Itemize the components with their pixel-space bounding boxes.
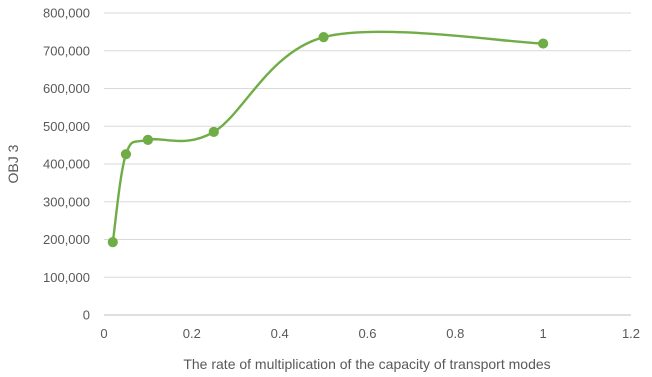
gridlines — [104, 12, 631, 316]
data-point — [107, 237, 118, 248]
data-point — [120, 149, 132, 160]
x-tick-label: 0.2 — [183, 326, 201, 341]
series-group — [107, 30, 549, 248]
y-tick-label: 800,000 — [43, 6, 90, 21]
y-tick-label: 600,000 — [43, 81, 90, 96]
series-line — [111, 30, 545, 244]
y-tick-label: 700,000 — [43, 43, 90, 58]
x-tick-label: 0 — [100, 326, 107, 341]
y-tick-label: 0 — [83, 308, 90, 323]
x-tick-label: 0.6 — [358, 326, 376, 341]
x-tick-label: 1.2 — [622, 326, 640, 341]
y-tick-label: 500,000 — [43, 119, 90, 134]
data-point — [208, 126, 219, 138]
x-tick-label: 0.4 — [271, 326, 289, 341]
y-tick-label: 200,000 — [43, 232, 90, 247]
y-tick-label: 300,000 — [43, 194, 90, 209]
x-tick-label: 1 — [540, 326, 547, 341]
y-tick-label: 400,000 — [43, 157, 90, 172]
y-tick-label: 100,000 — [43, 270, 90, 285]
x-axis-title: The rate of multiplication of the capaci… — [183, 356, 550, 372]
data-point — [142, 134, 154, 145]
y-axis-title: OBJ 3 — [5, 144, 21, 183]
x-tick-labels: 0 0.2 0.4 0.6 0.8 1 1.2 — [100, 326, 640, 341]
data-point — [318, 32, 329, 43]
data-point — [538, 38, 549, 49]
x-tick-label: 0.8 — [446, 326, 464, 341]
y-tick-labels: 0 100,000 200,000 300,000 400,000 500,000 600,… — [43, 6, 90, 323]
